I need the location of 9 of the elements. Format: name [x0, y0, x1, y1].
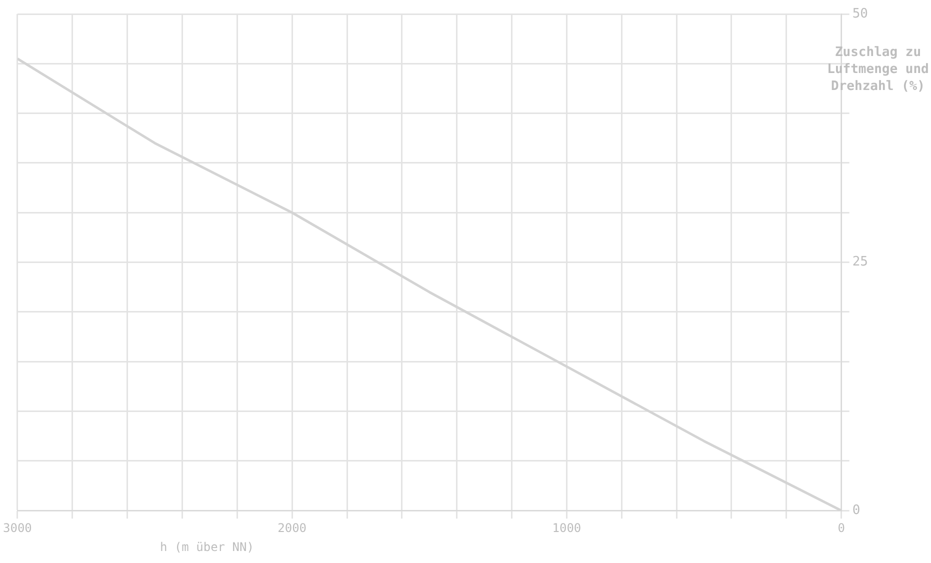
y-tick-label: 0 [852, 502, 860, 518]
x-tick-label: 2000 [278, 520, 307, 535]
y-axis-title: Zuschlag zu Luftmenge und Drehzahl (%) [826, 44, 930, 95]
y-tick-label: 50 [852, 6, 868, 22]
x-tick-label: 0 [838, 520, 845, 535]
x-axis-title: h (m über NN) [160, 540, 254, 554]
x-tick-label: 3000 [2, 520, 32, 535]
y-tick-label: 25 [852, 254, 868, 270]
x-tick-label: 1000 [552, 520, 582, 535]
